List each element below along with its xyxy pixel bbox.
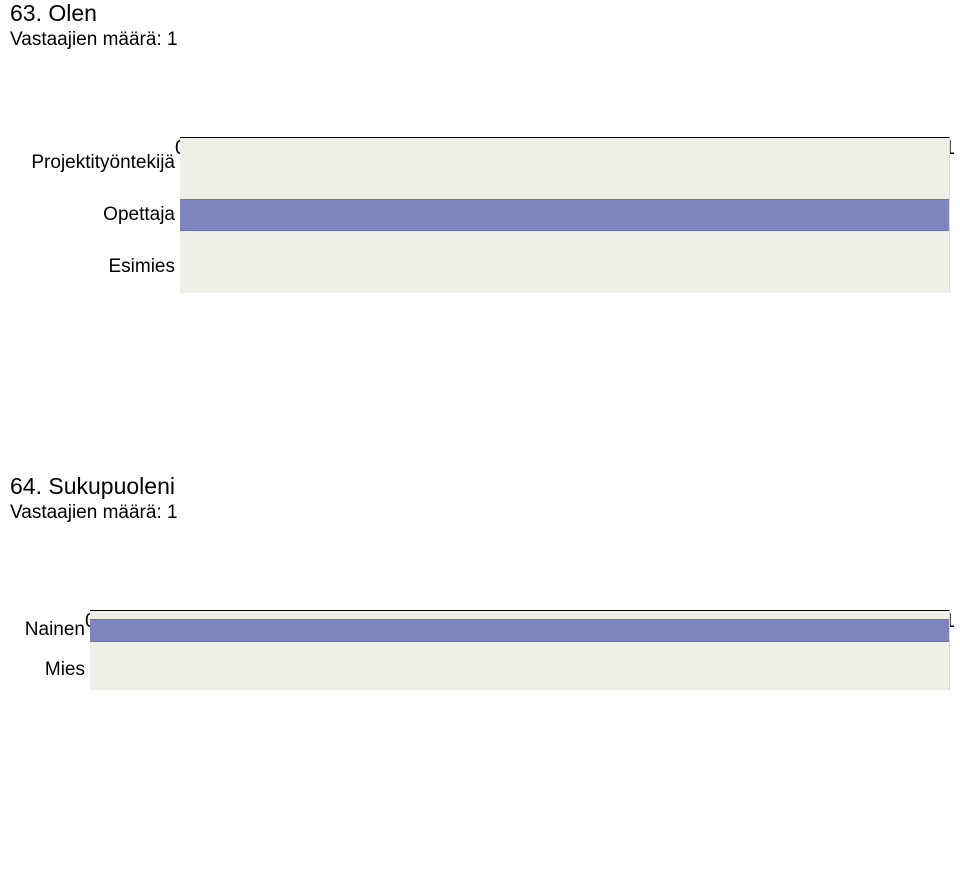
category-label: Projektityöntekijä <box>10 137 180 189</box>
category-label: Nainen <box>10 610 90 650</box>
chart-row: Nainen <box>10 610 960 650</box>
respondent-count: Vastaajien määrä: 1 <box>10 502 960 524</box>
bar-track <box>90 610 950 650</box>
chart-row: Esimies <box>10 241 960 293</box>
x-axis: 01 <box>10 109 960 137</box>
category-label: Esimies <box>10 241 180 293</box>
bar-track <box>180 189 950 241</box>
respondent-count: Vastaajien määrä: 1 <box>10 29 960 51</box>
bar-track <box>180 241 950 293</box>
bar-chart: 01ProjektityöntekijäOpettajaEsimies <box>0 109 960 293</box>
chart-rows: NainenMies <box>10 610 960 690</box>
bar <box>90 619 949 642</box>
x-axis: 01 <box>10 582 960 610</box>
bar <box>180 199 949 230</box>
chart-row: Mies <box>10 650 960 690</box>
question-title: 64. Sukupuoleni <box>10 473 960 500</box>
bar-track <box>180 137 950 189</box>
category-label: Opettaja <box>10 189 180 241</box>
question-section: 64. SukupuoleniVastaajien määrä: 1 01Nain… <box>0 473 960 690</box>
category-label: Mies <box>10 650 90 690</box>
chart-row: Projektityöntekijä <box>10 137 960 189</box>
question-title: 63. Olen <box>10 0 960 27</box>
chart-rows: ProjektityöntekijäOpettajaEsimies <box>10 137 960 293</box>
bar-track <box>90 650 950 690</box>
bar-chart: 01NainenMies <box>0 582 960 690</box>
question-section: 63. OlenVastaajien määrä: 1 01Projektityö… <box>0 0 960 293</box>
chart-row: Opettaja <box>10 189 960 241</box>
